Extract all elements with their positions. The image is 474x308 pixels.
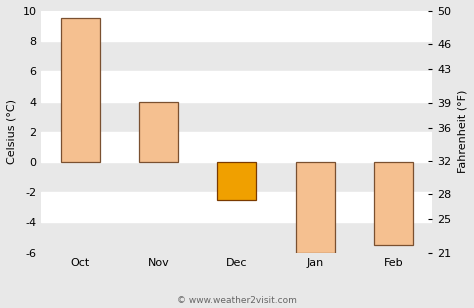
Bar xyxy=(41,192,432,222)
Bar xyxy=(41,11,432,41)
Bar xyxy=(139,102,178,162)
Bar xyxy=(295,162,335,253)
Bar xyxy=(374,162,413,245)
Bar xyxy=(41,71,432,102)
Y-axis label: Celsius (°C): Celsius (°C) xyxy=(7,99,17,164)
Bar xyxy=(61,18,100,162)
Bar xyxy=(41,132,432,162)
Bar xyxy=(217,162,256,200)
Text: © www.weather2visit.com: © www.weather2visit.com xyxy=(177,296,297,305)
Y-axis label: Fahrenheit (°F): Fahrenheit (°F) xyxy=(457,90,467,173)
